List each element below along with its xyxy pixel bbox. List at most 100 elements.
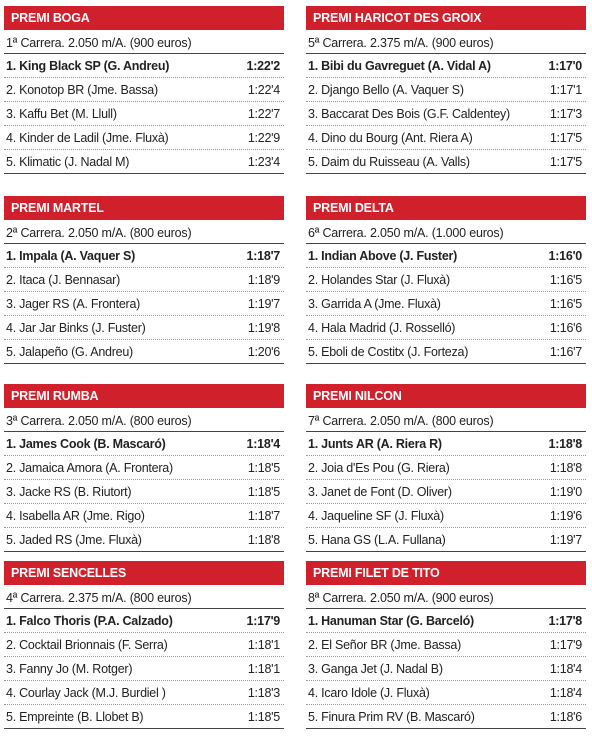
horse-name: 2. Itaca (J. Bennasar) bbox=[6, 273, 121, 287]
result-row: 2. Jamaica Amora (A. Frontera) 1:18'5 bbox=[4, 456, 284, 480]
horse-name: 1. Bibi du Gavreguet (A. Vidal A) bbox=[308, 59, 491, 73]
result-row: 4. Icaro Idole (J. Fluxà) 1:18'4 bbox=[306, 681, 586, 705]
result-row: 4. Courlay Jack (M.J. Burdiel ) 1:18'3 bbox=[4, 681, 284, 705]
result-row: 3. Ganga Jet (J. Nadal B) 1:18'4 bbox=[306, 657, 586, 681]
race-time: 1:18'7 bbox=[246, 249, 281, 263]
result-row: 2. Konotop BR (Jme. Bassa) 1:22'4 bbox=[4, 78, 284, 102]
horse-name: 5. Daim du Ruisseau (A. Valls) bbox=[308, 155, 470, 169]
race-time: 1:16'7 bbox=[549, 345, 582, 359]
race-time: 1:17'9 bbox=[549, 638, 582, 652]
race-time: 1:18'4 bbox=[549, 686, 582, 700]
result-row: 1. Falco Thoris (P.A. Calzado) 1:17'9 bbox=[4, 609, 284, 633]
race-time: 1:19'6 bbox=[549, 509, 582, 523]
horse-name: 1. Impala (A. Vaquer S) bbox=[6, 249, 136, 263]
race-time: 1:18'3 bbox=[247, 686, 280, 700]
race-subtitle: 3ª Carrera. 2.050 m/A. (800 euros) bbox=[4, 408, 284, 432]
horse-name: 2. Jamaica Amora (A. Frontera) bbox=[6, 461, 173, 475]
horse-name: 5. Jaded RS (Jme. Fluxà) bbox=[6, 533, 142, 547]
race-title: PREMI NILCON bbox=[306, 384, 586, 408]
race-time: 1:18'1 bbox=[247, 662, 280, 676]
race-time: 1:22'4 bbox=[247, 83, 280, 97]
horse-name: 4. Isabella AR (Jme. Rigo) bbox=[6, 509, 145, 523]
race-subtitle: 2ª Carrera. 2.050 m/A. (800 euros) bbox=[4, 220, 284, 244]
result-row: 4. Dino du Bourg (Ant. Riera A) 1:17'5 bbox=[306, 126, 586, 150]
result-row: 5. Finura Prim RV (B. Mascaró) 1:18'6 bbox=[306, 705, 586, 729]
race-time: 1:18'8 bbox=[548, 437, 583, 451]
race-time: 1:22'2 bbox=[246, 59, 281, 73]
race-block: PREMI HARICOT DES GROIX 5ª Carrera. 2.375… bbox=[306, 6, 586, 174]
race-time: 1:19'0 bbox=[549, 485, 582, 499]
result-row: 5. Daim du Ruisseau (A. Valls) 1:17'5 bbox=[306, 150, 586, 174]
race-block: PREMI FILET DE TITO 8ª Carrera. 2.050 m/A… bbox=[306, 561, 586, 729]
horse-name: 1. Indian Above (J. Fuster) bbox=[308, 249, 458, 263]
race-block: PREMI SENCELLES 4ª Carrera. 2.375 m/A. (8… bbox=[4, 561, 284, 729]
result-row: 2. Joia d'Es Pou (G. Riera) 1:18'8 bbox=[306, 456, 586, 480]
race-time: 1:18'6 bbox=[549, 710, 582, 724]
horse-name: 5. Jalapeño (G. Andreu) bbox=[6, 345, 133, 359]
horse-name: 5. Klimatic (J. Nadal M) bbox=[6, 155, 130, 169]
result-row: 2. El Señor BR (Jme. Bassa) 1:17'9 bbox=[306, 633, 586, 657]
race-time: 1:18'1 bbox=[247, 638, 280, 652]
horse-name: 2. Konotop BR (Jme. Bassa) bbox=[6, 83, 158, 97]
race-time: 1:18'4 bbox=[549, 662, 582, 676]
race-time: 1:17'3 bbox=[549, 107, 582, 121]
result-row: 1. Junts AR (A. Riera R) 1:18'8 bbox=[306, 432, 586, 456]
race-block: PREMI BOGA 1ª Carrera. 2.050 m/A. (900 eu… bbox=[4, 6, 284, 174]
horse-name: 3. Baccarat Des Bois (G.F. Caldentey) bbox=[308, 107, 510, 121]
race-subtitle: 8ª Carrera. 2.050 m/A. (900 euros) bbox=[306, 585, 586, 609]
result-row: 3. Janet de Font (D. Oliver) 1:19'0 bbox=[306, 480, 586, 504]
result-row: 1. King Black SP (G. Andreu) 1:22'2 bbox=[4, 54, 284, 78]
race-time: 1:18'5 bbox=[247, 461, 280, 475]
horse-name: 1. Falco Thoris (P.A. Calzado) bbox=[6, 614, 173, 628]
horse-name: 3. Janet de Font (D. Oliver) bbox=[308, 485, 452, 499]
race-subtitle: 7ª Carrera. 2.050 m/A. (800 euros) bbox=[306, 408, 586, 432]
race-time: 1:17'8 bbox=[548, 614, 583, 628]
race-block: PREMI DELTA 6ª Carrera. 2.050 m/A. (1.000… bbox=[306, 196, 586, 364]
race-time: 1:17'5 bbox=[549, 131, 582, 145]
race-time: 1:20'6 bbox=[247, 345, 280, 359]
result-row: 3. Jager RS (A. Frontera) 1:19'7 bbox=[4, 292, 284, 316]
race-time: 1:19'7 bbox=[247, 297, 280, 311]
horse-name: 1. James Cook (B. Mascaró) bbox=[6, 437, 166, 451]
race-subtitle: 5ª Carrera. 2.375 m/A. (900 euros) bbox=[306, 30, 586, 54]
horse-name: 4. Icaro Idole (J. Fluxà) bbox=[308, 686, 430, 700]
result-row: 5. Klimatic (J. Nadal M) 1:23'4 bbox=[4, 150, 284, 174]
horse-name: 4. Jaqueline SF (J. Fluxà) bbox=[308, 509, 444, 523]
race-title: PREMI DELTA bbox=[306, 196, 586, 220]
result-row: 2. Holandes Star (J. Fluxà) 1:16'5 bbox=[306, 268, 586, 292]
race-time: 1:23'4 bbox=[247, 155, 280, 169]
race-subtitle: 1ª Carrera. 2.050 m/A. (900 euros) bbox=[4, 30, 284, 54]
horse-name: 1. Junts AR (A. Riera R) bbox=[308, 437, 442, 451]
result-row: 2. Itaca (J. Bennasar) 1:18'9 bbox=[4, 268, 284, 292]
race-title: PREMI FILET DE TITO bbox=[306, 561, 586, 585]
horse-name: 4. Hala Madrid (J. Rosselló) bbox=[308, 321, 456, 335]
race-time: 1:16'6 bbox=[549, 321, 582, 335]
horse-name: 1. Hanuman Star (G. Barceló) bbox=[308, 614, 474, 628]
race-title: PREMI RUMBA bbox=[4, 384, 284, 408]
result-row: 3. Kaffu Bet (M. Llull) 1:22'7 bbox=[4, 102, 284, 126]
result-row: 4. Jar Jar Binks (J. Fuster) 1:19'8 bbox=[4, 316, 284, 340]
result-row: 1. Impala (A. Vaquer S) 1:18'7 bbox=[4, 244, 284, 268]
race-subtitle: 4ª Carrera. 2.375 m/A. (800 euros) bbox=[4, 585, 284, 609]
race-time: 1:17'5 bbox=[549, 155, 582, 169]
horse-name: 4. Courlay Jack (M.J. Burdiel ) bbox=[6, 686, 166, 700]
race-time: 1:18'8 bbox=[247, 533, 280, 547]
result-row: 4. Hala Madrid (J. Rosselló) 1:16'6 bbox=[306, 316, 586, 340]
race-block: PREMI NILCON 7ª Carrera. 2.050 m/A. (800 … bbox=[306, 384, 586, 552]
race-time: 1:19'8 bbox=[247, 321, 280, 335]
race-time: 1:16'5 bbox=[549, 273, 582, 287]
horse-name: 5. Empreinte (B. Llobet B) bbox=[6, 710, 144, 724]
result-row: 5. Eboli de Costitx (J. Forteza) 1:16'7 bbox=[306, 340, 586, 364]
race-block: PREMI MARTEL 2ª Carrera. 2.050 m/A. (800 … bbox=[4, 196, 284, 364]
result-row: 5. Jalapeño (G. Andreu) 1:20'6 bbox=[4, 340, 284, 364]
result-row: 5. Jaded RS (Jme. Fluxà) 1:18'8 bbox=[4, 528, 284, 552]
result-row: 1. Bibi du Gavreguet (A. Vidal A) 1:17'0 bbox=[306, 54, 586, 78]
horse-name: 3. Jager RS (A. Frontera) bbox=[6, 297, 141, 311]
result-row: 2. Cocktail Brionnais (F. Serra) 1:18'1 bbox=[4, 633, 284, 657]
race-time: 1:18'9 bbox=[247, 273, 280, 287]
horse-name: 2. Holandes Star (J. Fluxà) bbox=[308, 273, 450, 287]
race-time: 1:18'8 bbox=[549, 461, 582, 475]
result-row: 3. Fanny Jo (M. Rotger) 1:18'1 bbox=[4, 657, 284, 681]
result-row: 5. Empreinte (B. Llobet B) 1:18'5 bbox=[4, 705, 284, 729]
result-row: 5. Hana GS (L.A. Fullana) 1:19'7 bbox=[306, 528, 586, 552]
